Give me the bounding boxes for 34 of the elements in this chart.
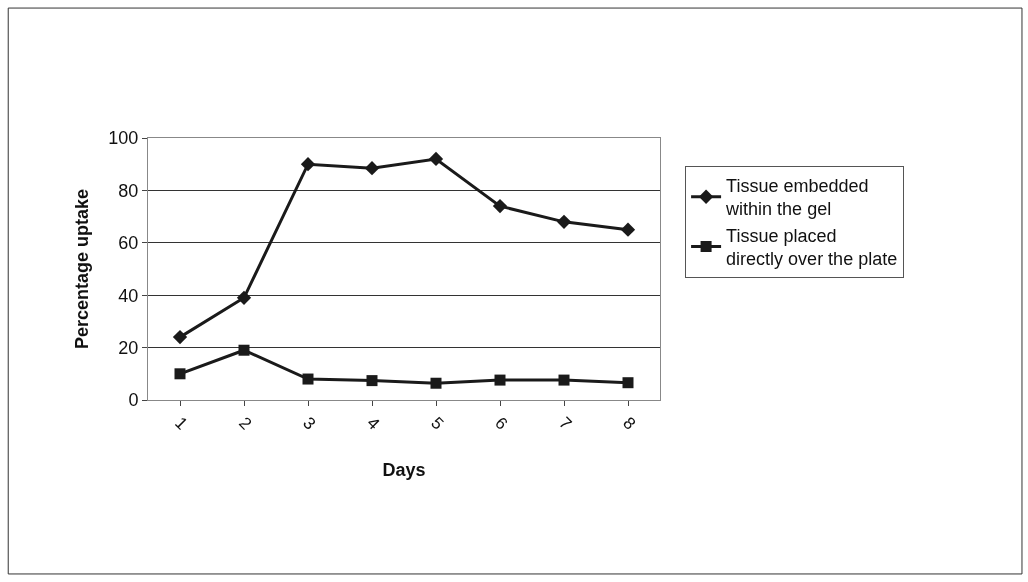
y-tick-label: 0	[128, 390, 139, 411]
point	[622, 377, 634, 389]
point	[558, 374, 570, 386]
point	[620, 222, 636, 237]
x-tick-label: 1	[171, 413, 192, 434]
y-axis-title: Percentage uptake	[71, 188, 92, 350]
y-tick-label: 20	[118, 337, 139, 358]
y-tick-label: 80	[118, 180, 139, 201]
point	[366, 375, 378, 387]
point	[556, 214, 572, 229]
x-tick-label: 3	[299, 413, 320, 434]
y-tick-label: 40	[118, 285, 139, 306]
x-tick-label: 6	[491, 413, 512, 434]
point	[430, 377, 442, 389]
point	[428, 151, 444, 167]
x-axis-title: Days	[382, 459, 426, 480]
point	[238, 344, 250, 356]
point	[172, 329, 188, 345]
y-tick-label: 60	[118, 233, 139, 254]
x-tick-label: 7	[555, 413, 576, 434]
y-tick-label: 100	[108, 128, 139, 149]
x-tick-label: 5	[427, 413, 448, 434]
x-tick-label: 2	[235, 413, 256, 434]
point	[494, 374, 506, 386]
legend-label: Tissue embedded within the gel	[725, 176, 869, 220]
point	[236, 290, 252, 305]
point	[364, 160, 380, 176]
point	[302, 373, 314, 385]
x-tick-label: 4	[363, 413, 384, 434]
point	[174, 368, 186, 380]
legend-label: Tissue placed directly over the plate	[726, 225, 898, 270]
point	[492, 198, 508, 214]
x-tick-label: 8	[619, 413, 640, 434]
point	[300, 157, 316, 172]
